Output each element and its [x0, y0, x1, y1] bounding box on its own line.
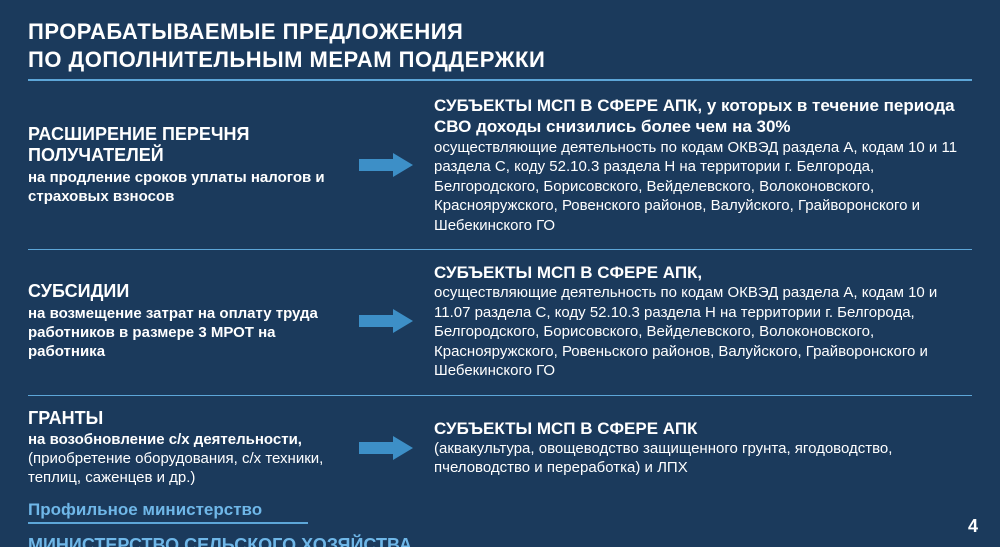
- arrow-icon: [359, 153, 413, 177]
- arrow-icon: [359, 436, 413, 460]
- slide: ПРОРАБАТЫВАЕМЫЕ ПРЕДЛОЖЕНИЯ ПО ДОПОЛНИТЕ…: [0, 0, 1000, 547]
- row-3-right-body: (аквакультура, овощеводство защищенного …: [434, 439, 972, 478]
- row-1-left: РАСШИРЕНИЕ ПЕРЕЧНЯ ПОЛУЧАТЕЛЕЙ на продле…: [28, 124, 338, 207]
- title-line-2: ПО ДОПОЛНИТЕЛЬНЫМ МЕРАМ ПОДДЕРЖКИ: [28, 46, 972, 74]
- row-3-arrow: [356, 436, 416, 460]
- ministry-line-1: МИНИСТЕРСТВО СЕЛЬСКОГО ХОЗЯЙСТВА: [28, 534, 972, 547]
- row-1-right-heading-main: СУБЪЕКТЫ МСП В СФЕРЕ АПК,: [434, 96, 702, 115]
- row-3-left-heading: ГРАНТЫ: [28, 408, 338, 430]
- row-3-left-sub: на возобновление с/х деятельности,: [28, 431, 338, 450]
- row-1-right-heading: СУБЪЕКТЫ МСП В СФЕРЕ АПК, у которых в те…: [434, 96, 955, 136]
- title-block: ПРОРАБАТЫВАЕМЫЕ ПРЕДЛОЖЕНИЯ ПО ДОПОЛНИТЕ…: [28, 18, 972, 81]
- row-1-right: СУБЪЕКТЫ МСП В СФЕРЕ АПК, у которых в те…: [434, 95, 972, 235]
- footer-block: Профильное министерство МИНИСТЕРСТВО СЕЛ…: [28, 500, 972, 547]
- row-2-right: СУБЪЕКТЫ МСП В СФЕРЕ АПК, осуществляющие…: [434, 262, 972, 381]
- profile-underline: [28, 522, 308, 524]
- row-2-arrow: [356, 309, 416, 333]
- row-2-right-heading: СУБЪЕКТЫ МСП В СФЕРЕ АПК,: [434, 263, 702, 282]
- title-line-1: ПРОРАБАТЫВАЕМЫЕ ПРЕДЛОЖЕНИЯ: [28, 18, 972, 46]
- row-2-left-sub: на возмещение затрат на оплату труда раб…: [28, 305, 338, 361]
- row-2: СУБСИДИИ на возмещение затрат на оплату …: [28, 262, 972, 381]
- row-2-left: СУБСИДИИ на возмещение затрат на оплату …: [28, 281, 338, 361]
- row-3: ГРАНТЫ на возобновление с/х деятельности…: [28, 408, 972, 488]
- divider-2: [28, 395, 972, 396]
- page-number: 4: [968, 516, 978, 537]
- row-1-left-sub: на продление сроков уплаты налогов и стр…: [28, 169, 338, 207]
- row-2-right-body: осуществляющие деятельность по кодам ОКВ…: [434, 283, 972, 381]
- row-1-arrow: [356, 153, 416, 177]
- row-3-right-heading: СУБЪЕКТЫ МСП В СФЕРЕ АПК: [434, 419, 697, 438]
- row-3-right: СУБЪЕКТЫ МСП В СФЕРЕ АПК (аквакультура, …: [434, 418, 972, 478]
- row-1: РАСШИРЕНИЕ ПЕРЕЧНЯ ПОЛУЧАТЕЛЕЙ на продле…: [28, 95, 972, 235]
- row-2-left-heading: СУБСИДИИ: [28, 281, 338, 303]
- profile-label: Профильное министерство: [28, 500, 972, 520]
- row-2-right-heading-main: СУБЪЕКТЫ МСП В СФЕРЕ АПК,: [434, 263, 702, 282]
- row-1-left-heading: РАСШИРЕНИЕ ПЕРЕЧНЯ ПОЛУЧАТЕЛЕЙ: [28, 124, 338, 167]
- row-3-left: ГРАНТЫ на возобновление с/х деятельности…: [28, 408, 338, 488]
- divider-1: [28, 249, 972, 250]
- row-3-right-heading-main: СУБЪЕКТЫ МСП В СФЕРЕ АПК: [434, 419, 697, 438]
- arrow-icon: [359, 309, 413, 333]
- row-1-right-body: осуществляющие деятельность по кодам ОКВ…: [434, 138, 972, 236]
- content-rows: РАСШИРЕНИЕ ПЕРЕЧНЯ ПОЛУЧАТЕЛЕЙ на продле…: [28, 95, 972, 488]
- row-3-left-sub2: (приобретение оборудования, с/х техники,…: [28, 450, 338, 488]
